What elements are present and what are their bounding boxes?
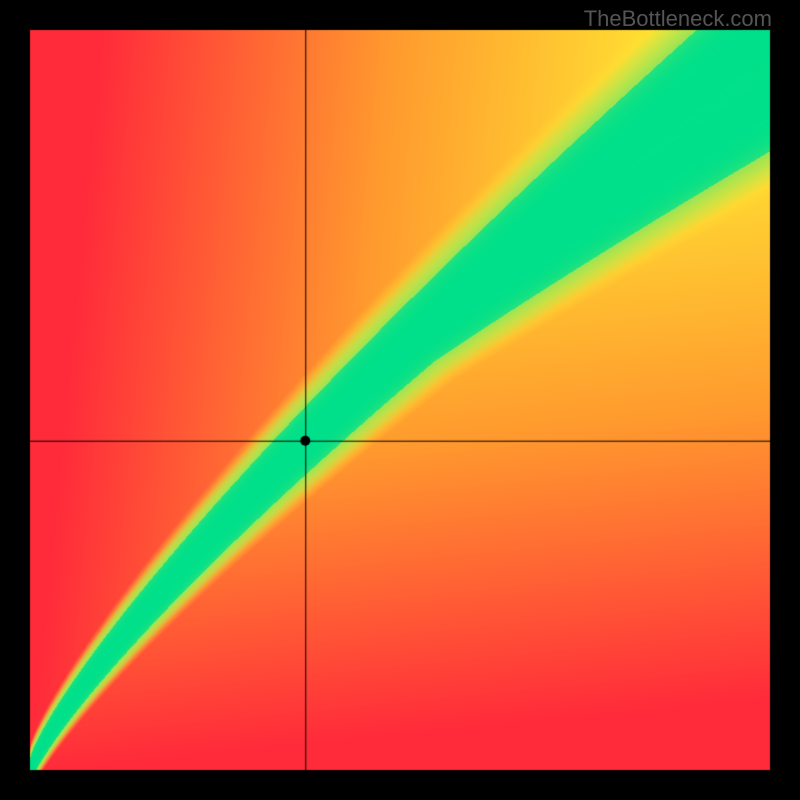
watermark-text: TheBottleneck.com (584, 6, 772, 32)
bottleneck-heatmap-canvas (0, 0, 800, 800)
bottleneck-chart: TheBottleneck.com (0, 0, 800, 800)
